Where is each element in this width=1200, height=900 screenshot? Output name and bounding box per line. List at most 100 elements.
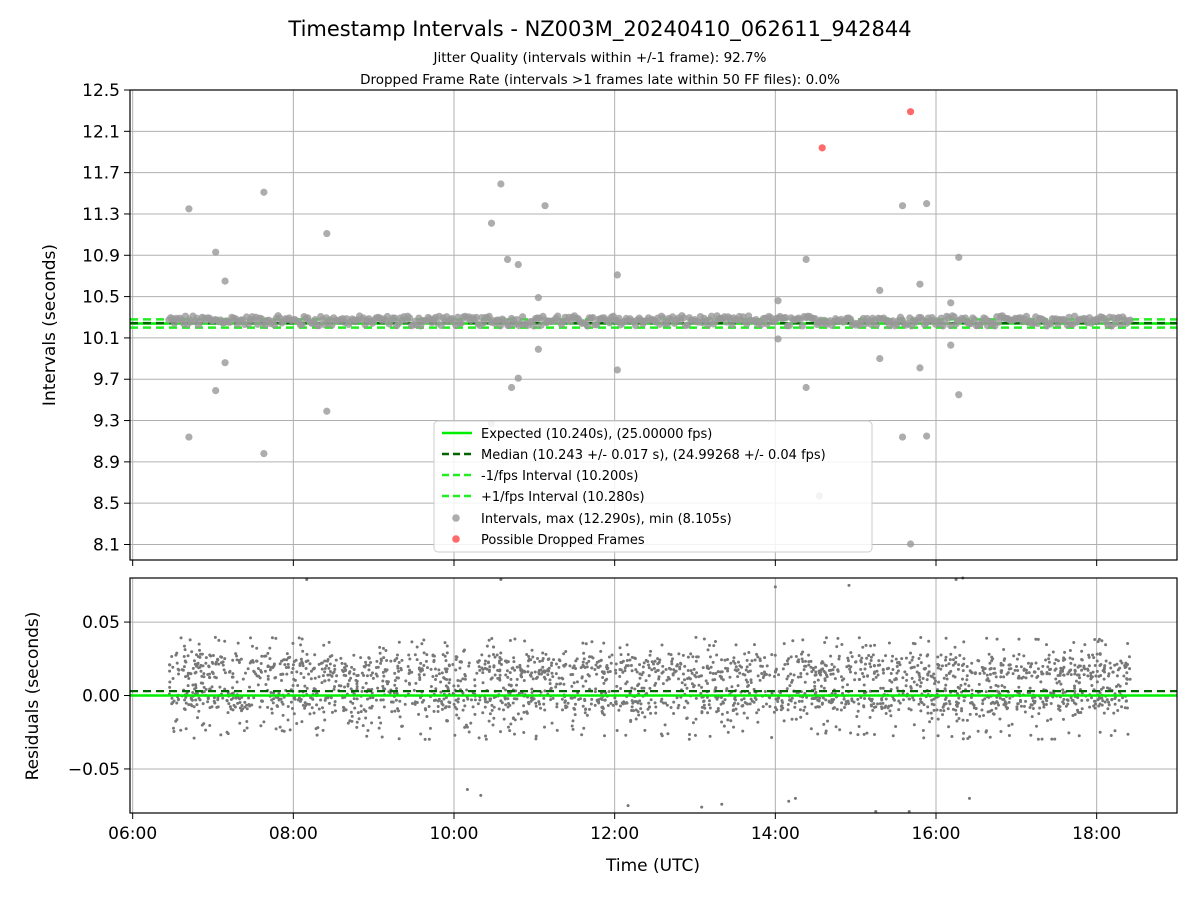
residual-point <box>326 696 330 700</box>
residual-point <box>862 675 866 679</box>
residual-point <box>724 689 728 693</box>
residual-point <box>667 666 671 670</box>
residuals-y-ticks: 0.050.00−0.05 <box>68 613 130 780</box>
residual-point <box>1069 673 1073 677</box>
residual-point <box>609 701 613 705</box>
residual-point <box>962 662 966 666</box>
residual-point <box>408 670 412 674</box>
residual-point <box>527 659 531 663</box>
residual-point <box>476 702 480 706</box>
residual-point <box>835 707 839 711</box>
residual-point <box>1054 677 1058 681</box>
residual-point <box>431 675 435 679</box>
residual-point <box>333 700 337 704</box>
residual-point <box>1087 655 1091 659</box>
residual-point <box>192 659 196 663</box>
residual-point <box>235 654 239 658</box>
residual-point <box>398 715 402 719</box>
residual-point <box>182 654 186 658</box>
residual-point <box>822 722 826 726</box>
intervals-plot-frame <box>129 89 1178 561</box>
residual-point <box>234 652 238 656</box>
residual-point <box>842 677 846 681</box>
chart-subtitle-jitter: Jitter Quality (intervals within +/-1 fr… <box>433 50 767 66</box>
residual-point <box>895 686 899 690</box>
residual-point <box>1080 649 1084 653</box>
residual-point <box>330 674 334 678</box>
residual-point <box>711 678 715 682</box>
residual-point <box>549 698 553 702</box>
residual-point <box>765 702 769 706</box>
residual-point <box>824 673 828 677</box>
residual-point <box>896 669 900 673</box>
residual-point <box>1115 662 1119 666</box>
residual-point <box>1102 666 1106 670</box>
residual-point <box>1007 724 1011 728</box>
residual-point <box>944 683 948 687</box>
residual-point <box>661 670 665 674</box>
residual-point <box>563 699 567 703</box>
residual-point <box>788 684 792 688</box>
residual-point <box>860 671 864 675</box>
residual-point <box>732 656 736 660</box>
residual-point <box>1103 700 1107 704</box>
residual-point <box>481 681 485 685</box>
interval-outlier-point <box>212 248 220 256</box>
residual-point <box>980 708 984 712</box>
residual-point <box>953 645 957 649</box>
residual-point <box>745 702 749 706</box>
residual-point <box>590 666 594 670</box>
residual-point <box>403 702 407 706</box>
residual-point <box>832 665 836 669</box>
residual-point <box>307 702 311 706</box>
residual-point <box>599 658 603 662</box>
residual-point <box>881 667 885 671</box>
residual-point <box>675 664 679 668</box>
residual-point <box>927 670 931 674</box>
residual-point <box>707 703 711 707</box>
residual-point <box>970 701 974 705</box>
residual-point <box>488 712 492 716</box>
residual-point <box>1113 702 1117 706</box>
residual-point <box>922 703 926 707</box>
residual-point <box>1039 696 1043 700</box>
interval-point <box>1065 313 1073 321</box>
residual-point <box>317 675 321 679</box>
residual-point <box>719 702 723 706</box>
residual-point <box>213 635 217 639</box>
residual-point <box>1008 696 1012 700</box>
residual-point <box>508 729 512 733</box>
residual-point <box>289 700 293 704</box>
residual-point <box>300 660 304 664</box>
residual-point <box>887 666 891 670</box>
residual-point <box>378 645 382 649</box>
residual-point <box>506 675 510 679</box>
residual-point <box>1128 677 1132 681</box>
residual-point <box>1097 674 1101 678</box>
residual-point <box>374 698 378 702</box>
residual-point <box>666 732 670 736</box>
residual-point <box>326 673 330 677</box>
residual-point <box>805 672 809 676</box>
residual-point <box>221 663 225 667</box>
residual-point <box>208 724 212 728</box>
residual-point <box>1098 702 1102 706</box>
residual-point <box>1057 680 1061 684</box>
residual-point <box>721 678 725 682</box>
residual-outlier-point <box>847 583 851 587</box>
residual-point <box>359 656 363 660</box>
residual-point <box>625 664 629 668</box>
residual-point <box>633 687 637 691</box>
residual-point <box>989 685 993 689</box>
residuals-y-tick-label: −0.05 <box>68 760 120 780</box>
residual-point <box>471 705 475 709</box>
residual-point <box>1104 659 1108 663</box>
residual-point <box>725 711 729 715</box>
residual-point <box>1007 700 1011 704</box>
residual-point <box>876 702 880 706</box>
residual-point <box>223 671 227 675</box>
residual-point <box>197 709 201 713</box>
residual-point <box>987 652 991 656</box>
residual-point <box>1102 677 1106 681</box>
residual-point <box>936 655 940 659</box>
